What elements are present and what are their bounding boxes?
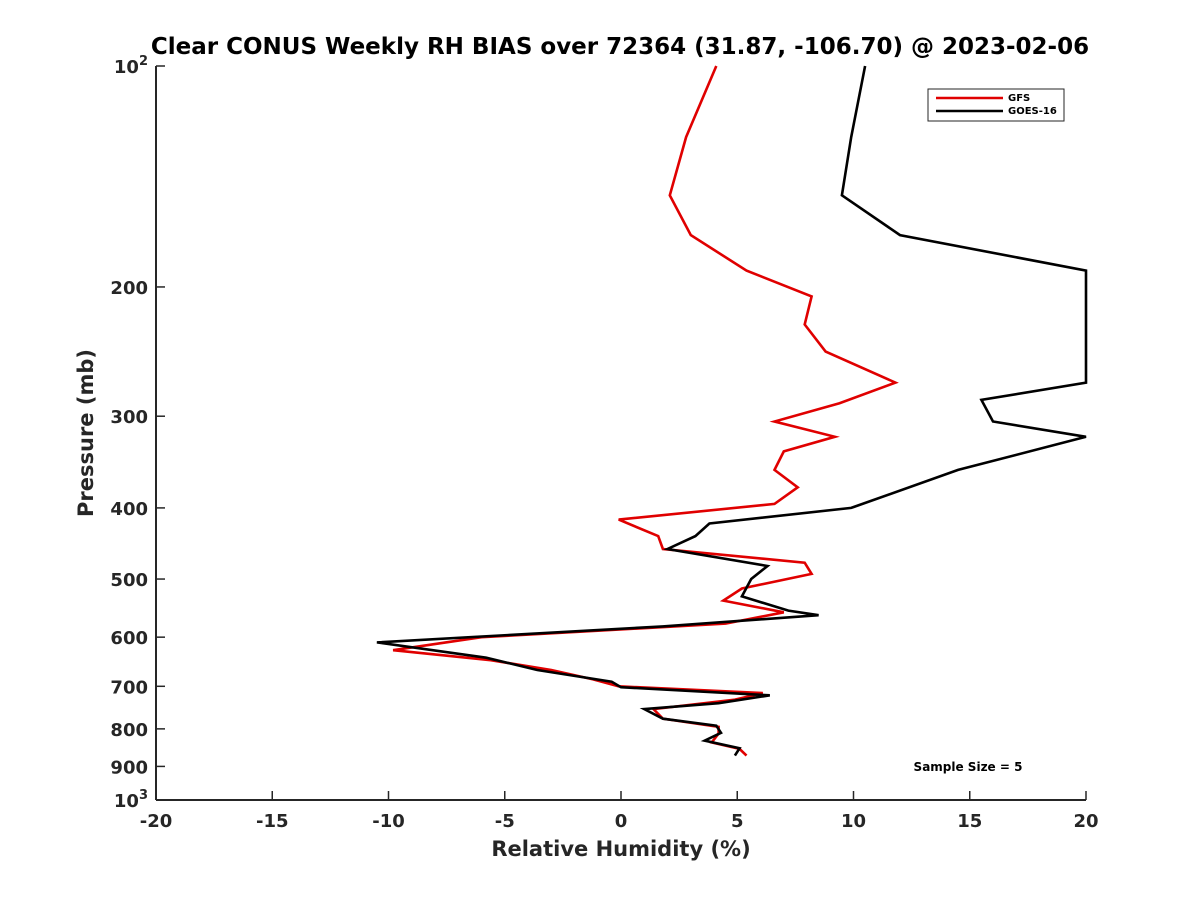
x-tick-label: 5	[731, 811, 744, 832]
y-axis-label: Pressure (mb)	[74, 349, 98, 517]
legend: GFS GOES-16	[927, 88, 1065, 122]
x-tick-label: -20	[140, 811, 173, 832]
x-tick-label: 20	[1073, 811, 1098, 832]
y-tick-label: 800	[110, 720, 148, 741]
plot-area: -20 -15 -10 -5 0 5 10 15 20 102 200 300 400 500 600 70…	[110, 54, 1098, 832]
y-tick-label: 300	[110, 407, 148, 428]
legend-box	[927, 88, 1065, 122]
chart-title: Clear CONUS Weekly RH BIAS over 72364 (3…	[151, 34, 1089, 60]
y-tick-label: 102	[114, 54, 148, 78]
y-tick-label: 200	[110, 278, 148, 299]
y-tick-label: 700	[110, 677, 148, 698]
x-ticks: -20 -15 -10 -5 0 5 10 15 20	[140, 791, 1099, 832]
x-tick-label: 15	[957, 811, 982, 832]
x-tick-label: -5	[495, 811, 515, 832]
y-tick-label: 500	[110, 570, 148, 591]
y-tick-label: 400	[110, 499, 148, 520]
y-tick-label: 103	[114, 788, 148, 812]
x-tick-label: 10	[841, 811, 866, 832]
y-ticks: 102 200 300 400 500 600 700 800 900 103	[110, 54, 165, 812]
legend-label-goes: GOES-16	[1008, 106, 1057, 117]
legend-label-gfs: GFS	[1008, 93, 1030, 104]
series-line-goes-16	[376, 65, 1088, 757]
x-tick-label: -10	[372, 811, 405, 832]
series-layer	[376, 65, 1088, 757]
series-line-gfs	[392, 65, 899, 757]
sample-size-note: Sample Size = 5	[914, 760, 1023, 774]
x-tick-label: -15	[256, 811, 289, 832]
y-tick-label: 900	[110, 757, 148, 778]
x-axis-label: Relative Humidity (%)	[491, 837, 750, 861]
x-tick-label: 0	[615, 811, 628, 832]
y-tick-label: 600	[110, 628, 148, 649]
